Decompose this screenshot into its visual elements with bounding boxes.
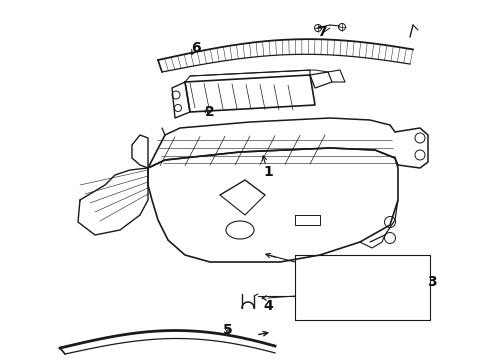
Text: 5: 5 <box>223 323 233 337</box>
Text: 3: 3 <box>427 275 437 289</box>
Text: 6: 6 <box>191 41 201 55</box>
Text: 1: 1 <box>263 165 273 179</box>
Text: 7: 7 <box>317 25 327 39</box>
Text: 4: 4 <box>263 299 273 313</box>
Text: 2: 2 <box>205 105 215 119</box>
